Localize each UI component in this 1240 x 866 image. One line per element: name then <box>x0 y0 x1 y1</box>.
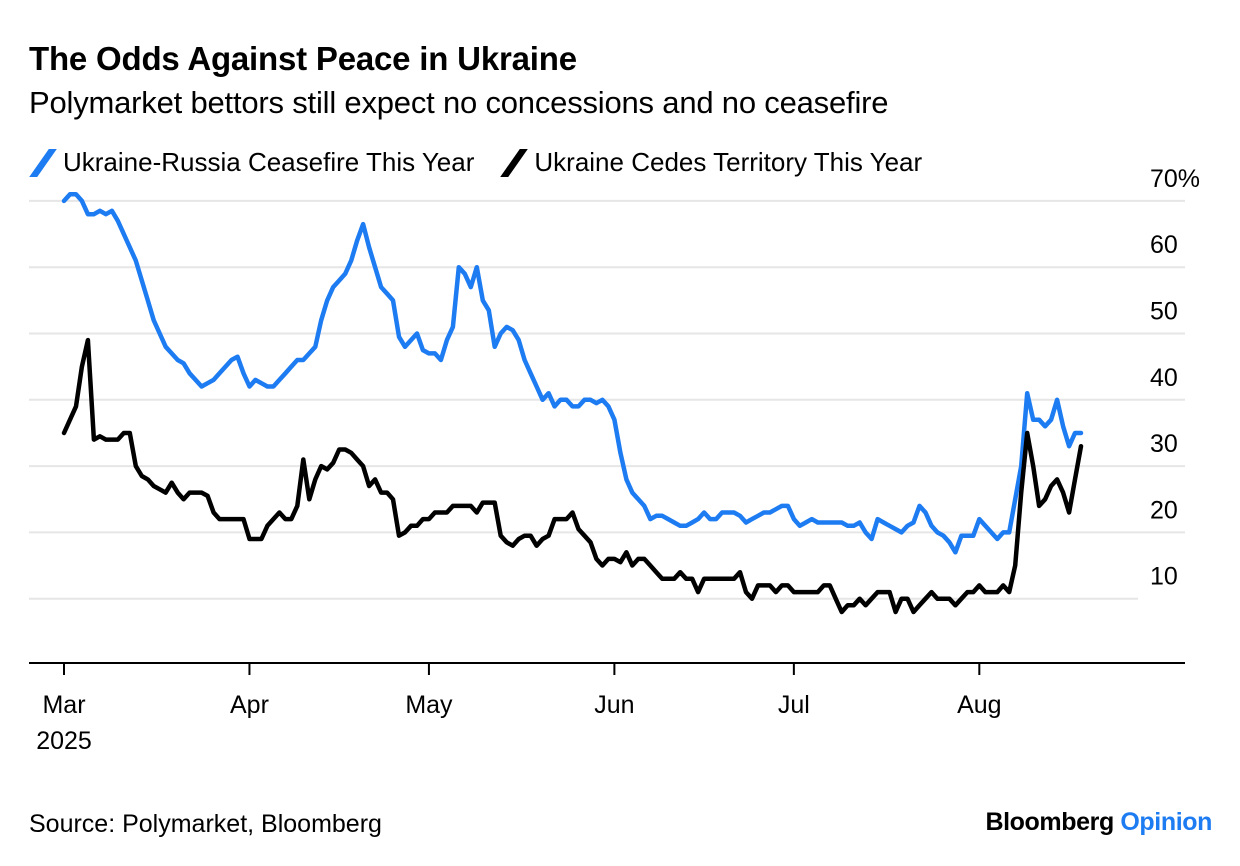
y-tick-label: 30 <box>1150 430 1178 458</box>
y-tick-label: 70% <box>1150 165 1200 193</box>
x-tick-label: Mar <box>42 691 85 719</box>
chart-title: The Odds Against Peace in Ukraine <box>29 40 577 77</box>
chart-subtitle: Polymarket bettors still expect no conce… <box>29 85 889 120</box>
legend-item-ceasefire: Ukraine-Russia Ceasefire This Year <box>29 147 474 178</box>
x-tick-label: May <box>405 691 453 719</box>
y-tick-label: 20 <box>1150 496 1178 524</box>
series-line-territory <box>61 337 1084 615</box>
y-tick-label: 60 <box>1150 231 1178 259</box>
brand-primary: Bloomberg <box>985 808 1114 836</box>
x-tick-sublabel: 2025 <box>36 727 92 755</box>
legend-label-ceasefire: Ukraine-Russia Ceasefire This Year <box>63 147 475 177</box>
brand-logo: Bloomberg Opinion <box>985 808 1212 837</box>
series-line-ceasefire <box>61 192 1084 555</box>
chart-legend: Ukraine-Russia Ceasefire This Year Ukrai… <box>29 147 948 178</box>
y-tick-label: 10 <box>1150 563 1178 591</box>
x-tick-label: Apr <box>230 691 269 719</box>
x-tick-label: Jun <box>594 691 634 719</box>
y-tick-label: 50 <box>1150 298 1178 326</box>
x-tick-label: Aug <box>957 691 1001 719</box>
legend-item-territory: Ukraine Cedes Territory This Year <box>500 147 922 178</box>
brand-secondary: Opinion <box>1120 808 1212 836</box>
source-note: Source: Polymarket, Bloomberg <box>29 810 382 838</box>
legend-label-territory: Ukraine Cedes Territory This Year <box>534 147 923 177</box>
y-tick-label: 40 <box>1150 364 1178 392</box>
x-tick-label: Jul <box>778 691 810 719</box>
